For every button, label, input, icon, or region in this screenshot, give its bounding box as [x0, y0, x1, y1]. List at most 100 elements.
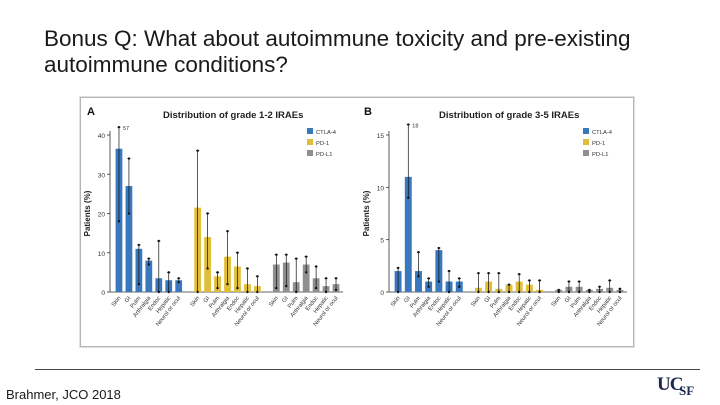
data-point [618, 290, 622, 294]
x-tick-label: GI [564, 295, 573, 304]
y-tick-label: 0 [101, 290, 105, 297]
legend-swatch [583, 139, 589, 145]
data-point [588, 288, 591, 292]
data-point [117, 125, 121, 129]
data-point [226, 229, 229, 233]
legend-swatch [583, 150, 589, 156]
data-point [598, 285, 601, 288]
legend-label: PD-L1 [592, 152, 608, 158]
data-point [427, 285, 430, 288]
x-tick-label: GI [124, 295, 133, 304]
data-point [517, 273, 521, 276]
x-tick-label: Skin [268, 296, 280, 309]
data-point [447, 290, 451, 294]
data-point [295, 257, 298, 260]
data-point [598, 290, 601, 294]
data-point [137, 282, 141, 286]
data-point [528, 279, 531, 282]
x-tick-label: Skin [190, 296, 202, 309]
legend-label: PD-1 [316, 141, 329, 147]
data-point [177, 277, 180, 280]
x-tick-label: GI [403, 295, 412, 304]
figure-panel: A Distribution of grade 1-2 IRAEs 0 10 20 30 4… [80, 97, 634, 347]
data-point [314, 286, 318, 290]
data-point [407, 196, 410, 199]
data-point [458, 277, 461, 280]
data-point [304, 271, 308, 274]
value-annotation: 57 [123, 126, 129, 132]
data-point [577, 290, 581, 294]
data-point [417, 275, 420, 278]
data-point [226, 282, 229, 286]
legend-swatch [307, 128, 313, 134]
footer-divider [35, 369, 700, 370]
x-tick-label: Skin [111, 296, 123, 309]
y-axis-label: Patients (%) [362, 190, 371, 236]
data-point [147, 257, 151, 260]
legend-label: PD-1 [592, 141, 605, 147]
data-point [477, 290, 480, 294]
data-point [256, 290, 259, 294]
data-point [396, 266, 400, 270]
data-point [216, 271, 219, 274]
data-point [127, 212, 131, 215]
legend-label: CTLA-4 [316, 130, 337, 136]
data-point [167, 290, 170, 294]
x-tick-label: Skin [551, 296, 563, 309]
data-point [147, 263, 151, 266]
data-point [117, 220, 121, 223]
y-tick-label: 30 [98, 172, 106, 179]
y-tick-label: 40 [98, 133, 106, 140]
data-point [557, 290, 560, 294]
data-point [487, 290, 490, 294]
data-point [557, 288, 560, 292]
panel-letter: A [87, 106, 95, 118]
legend-swatch [307, 139, 313, 145]
bar [125, 186, 133, 292]
data-point [275, 253, 278, 256]
legend-label: CTLA-4 [592, 130, 613, 136]
data-point [538, 279, 541, 282]
data-point [167, 271, 170, 274]
x-tick-label: GI [203, 295, 212, 304]
x-tick-label: GI [484, 295, 493, 304]
data-point [567, 280, 571, 283]
data-point [437, 280, 441, 283]
data-point [157, 239, 160, 243]
data-point [206, 212, 209, 215]
data-point [477, 271, 480, 275]
panel-letter: B [364, 106, 372, 118]
data-point [256, 275, 259, 278]
data-point [497, 290, 501, 294]
value-annotation: 18 [412, 124, 418, 130]
x-tick-label: Skin [390, 296, 402, 309]
y-tick-label: 10 [377, 185, 385, 192]
data-point [137, 243, 141, 247]
data-point [157, 290, 160, 294]
data-point [177, 280, 180, 284]
data-point [275, 286, 278, 290]
data-point [497, 271, 501, 275]
ucsf-logo: UC SF [657, 374, 705, 402]
data-point [528, 290, 531, 294]
chart-title: Distribution of grade 3-5 IRAEs [439, 110, 579, 121]
data-point [588, 290, 591, 294]
chart-panel-b: B Distribution of grade 3-5 IRAEs 0 5 10 15 Pa… [362, 106, 627, 328]
bar [145, 260, 153, 292]
data-point [417, 251, 420, 254]
data-point [507, 283, 511, 286]
logo-text-main: UC [657, 374, 683, 395]
legend-label: PD-L1 [316, 152, 332, 158]
y-tick-label: 15 [377, 133, 385, 140]
data-point [285, 284, 288, 288]
data-point [206, 267, 209, 270]
legend-swatch [583, 128, 589, 134]
data-point [538, 290, 541, 294]
data-point [196, 290, 199, 294]
y-tick-label: 0 [380, 290, 384, 297]
logo-text-sub: SF [679, 383, 695, 398]
data-point [246, 267, 249, 270]
bar [415, 271, 422, 292]
y-axis-label: Patients (%) [83, 190, 92, 236]
citation: Brahmer, JCO 2018 [6, 387, 121, 402]
